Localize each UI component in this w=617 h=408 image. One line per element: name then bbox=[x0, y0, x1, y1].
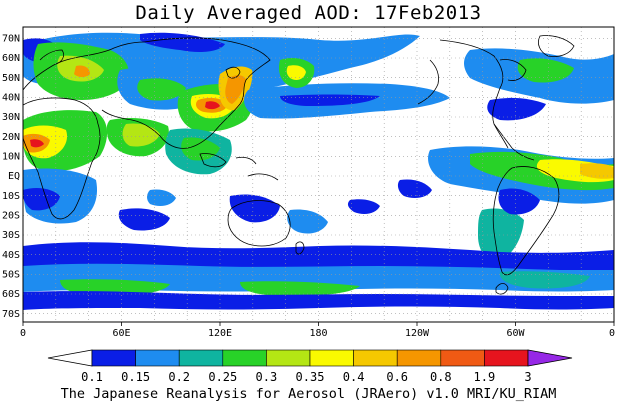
lat-label: 70S bbox=[2, 309, 20, 320]
aod-region-indian-ocean-blue bbox=[23, 188, 60, 211]
lat-label: 10S bbox=[2, 191, 20, 202]
colorbar-labels: 0.1 0.15 0.2 0.25 0.3 0.35 0.4 0.6 0.8 1… bbox=[81, 370, 531, 384]
colorbar-label: 0.6 bbox=[386, 370, 408, 384]
aod-region-s-america-blue bbox=[498, 188, 540, 215]
lon-label: 60W bbox=[506, 328, 525, 339]
colorbar-label: 0.2 bbox=[168, 370, 190, 384]
aod-region-south-ocean-upper bbox=[23, 242, 614, 272]
colorbar-swatch bbox=[396, 349, 442, 367]
lat-label: 60N bbox=[2, 53, 20, 64]
colorbar-low-triangle bbox=[47, 349, 93, 367]
aod-region-ne-asia-orange bbox=[225, 75, 246, 104]
aod-region-east-asia-red bbox=[205, 101, 220, 110]
aod-region-w-atlantic-blue bbox=[487, 97, 546, 121]
lat-label: EQ bbox=[8, 171, 20, 182]
aod-region-central-asia-green bbox=[137, 78, 186, 101]
colorbar-swatch bbox=[309, 349, 354, 367]
colorbar-swatch bbox=[178, 349, 224, 367]
lat-label: 20S bbox=[2, 211, 20, 222]
aod-region-india-yellow bbox=[122, 123, 160, 147]
lat-label: 60S bbox=[2, 289, 20, 300]
lat-label: 30S bbox=[2, 230, 20, 241]
aod-region-south-ocean-lower bbox=[23, 291, 614, 310]
colorbar-label: 0.3 bbox=[256, 370, 278, 384]
colorbar-high-triangle bbox=[527, 349, 573, 367]
chart-title: Daily Averaged AOD: 17Feb2013 bbox=[135, 2, 482, 24]
lon-label: 180 bbox=[309, 328, 327, 339]
colorbar-label: 0.8 bbox=[430, 370, 452, 384]
aod-region-indian-ocean-2 bbox=[118, 208, 170, 231]
lat-label: 20N bbox=[2, 132, 20, 143]
colorbar-swatch bbox=[135, 349, 180, 367]
aod-region-n-america-east-yellow bbox=[286, 65, 306, 80]
colorbar-swatch bbox=[440, 349, 485, 367]
aod-region-blob-1 bbox=[347, 199, 380, 214]
lon-label: 60E bbox=[112, 328, 130, 339]
aod-region-se-asia-green bbox=[181, 137, 220, 161]
colorbar-label: 0.1 bbox=[81, 370, 103, 384]
graticule bbox=[23, 27, 614, 322]
lat-label: 70N bbox=[2, 34, 20, 45]
aod-region-blob-2 bbox=[397, 179, 432, 198]
lon-label: 0 bbox=[20, 328, 26, 339]
colorbar-swatch bbox=[266, 349, 311, 367]
coastlines bbox=[23, 35, 575, 295]
lat-label: 50S bbox=[2, 270, 20, 281]
lon-label: 0 bbox=[609, 328, 615, 339]
aod-region-africa-dust-red bbox=[30, 139, 44, 148]
colorbar-label: 3 bbox=[524, 370, 531, 384]
aod-region-south-ocean-cyan bbox=[499, 271, 590, 289]
lat-labels: 70N 60N 50N 40N 30N 20N 10N EQ 10S 20S 3… bbox=[2, 34, 20, 320]
aod-region-europe-orange bbox=[74, 65, 90, 77]
lon-label: 120W bbox=[405, 328, 430, 339]
aod-region-south-ocean-green-2 bbox=[240, 281, 360, 296]
aod-region-australia-2 bbox=[287, 209, 328, 234]
lon-label: 120E bbox=[208, 328, 232, 339]
footer-credit: The Japanese Reanalysis for Aerosol (JRA… bbox=[60, 386, 557, 402]
colorbar-label: 0.25 bbox=[208, 370, 237, 384]
lat-label: 30N bbox=[2, 112, 20, 123]
colorbar-swatch bbox=[484, 349, 529, 367]
colorbar-label: 1.9 bbox=[474, 370, 496, 384]
lat-label: 40N bbox=[2, 93, 20, 104]
lat-label: 50N bbox=[2, 73, 20, 84]
aod-region-w-atlantic-green bbox=[517, 58, 574, 83]
colorbar-swatch bbox=[91, 349, 136, 367]
lon-labels: 0 60E 120E 180 120W 60W 0 bbox=[20, 328, 615, 339]
colorbar-swatch bbox=[222, 349, 267, 367]
aod-field bbox=[23, 27, 614, 322]
lat-label: 40S bbox=[2, 250, 20, 261]
lat-label: 10N bbox=[2, 152, 20, 163]
aod-region-s-america bbox=[478, 208, 524, 262]
axis-ticks bbox=[22, 322, 615, 326]
colorbar-swatch bbox=[353, 349, 398, 367]
aod-region-south-ocean-mid bbox=[23, 263, 614, 292]
aod-region-blob-3 bbox=[147, 189, 176, 206]
colorbar-label: 0.35 bbox=[296, 370, 325, 384]
aod-region-trop-americas-orange bbox=[580, 163, 614, 179]
colorbar: 0.1 0.15 0.2 0.25 0.3 0.35 0.4 0.6 0.8 1… bbox=[47, 349, 573, 384]
colorbar-label: 0.4 bbox=[343, 370, 365, 384]
aod-region-siberia bbox=[140, 32, 225, 52]
colorbar-label: 0.15 bbox=[121, 370, 150, 384]
